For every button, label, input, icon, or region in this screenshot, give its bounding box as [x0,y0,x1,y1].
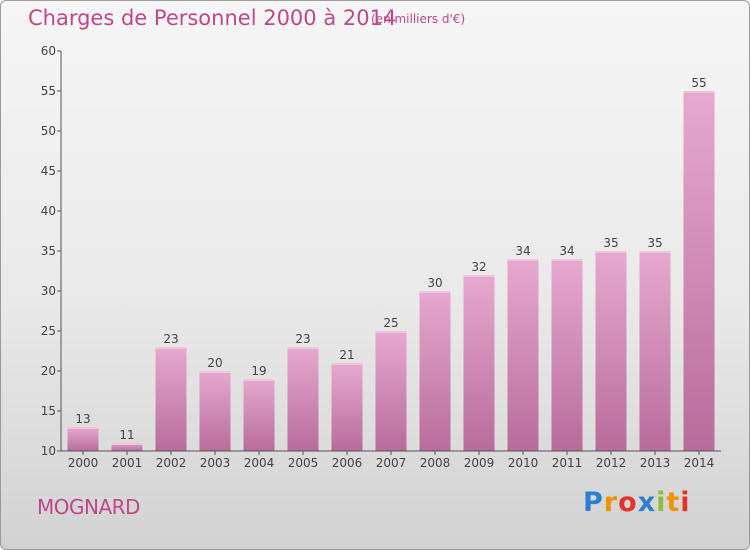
x-tick-label: 2011 [552,456,583,470]
logo-letter: i [680,487,691,518]
y-tick-label: 15 [41,404,56,418]
x-tick-label: 2006 [332,456,363,470]
y-tick-label: 50 [41,124,56,138]
x-tick-label: 2013 [640,456,671,470]
bar [551,259,583,451]
y-tick-label: 60 [41,44,56,58]
bar [419,291,451,451]
bar-top-edge [507,259,539,261]
data-label: 21 [339,348,354,362]
logo-letter: r [603,487,619,518]
data-label: 55 [691,76,706,90]
bar-top-edge [287,347,319,349]
bar [243,379,275,451]
x-tick-label: 2004 [244,456,275,470]
data-label: 19 [251,364,266,378]
data-label: 25 [383,316,398,330]
chart-subtitle: (en milliers d'€) [371,12,466,26]
x-tick-label: 2002 [156,456,187,470]
bar [595,251,627,451]
y-tick-label: 10 [41,444,56,458]
data-label: 23 [163,332,178,346]
y-tick-label: 45 [41,164,56,178]
data-label: 34 [515,244,530,258]
data-label: 11 [119,428,134,442]
x-tick-label: 2008 [420,456,451,470]
bar-top-edge [419,291,451,293]
chart-title: Charges de Personnel 2000 à 2014 [28,6,397,30]
bar [331,363,363,451]
x-tick-label: 2009 [464,456,495,470]
x-tick-label: 2005 [288,456,319,470]
bar [375,331,407,451]
y-tick-label: 35 [41,244,56,258]
bar [155,347,187,451]
data-label: 34 [559,244,574,258]
logo-letter: o [618,487,638,518]
data-label: 13 [75,412,90,426]
proxiti-logo[interactable]: Proxiti [583,487,691,518]
bar-top-edge [463,275,495,277]
y-tick-label: 40 [41,204,56,218]
x-tick-label: 2001 [112,456,143,470]
bar [111,443,143,451]
x-tick-label: 2000 [68,456,99,470]
data-label: 30 [427,276,442,290]
logo-letter: x [637,487,657,518]
bar-top-edge [331,363,363,365]
bar [639,251,671,451]
y-tick-label: 20 [41,364,56,378]
bar-top-edge [595,251,627,253]
logo-letter: i [656,487,667,518]
x-tick-label: 2014 [684,456,715,470]
commune-name: MOGNARD [37,495,140,519]
bar-top-edge [155,347,187,349]
y-tick-label: 25 [41,324,56,338]
bar-top-edge [551,259,583,261]
bar-top-edge [67,427,99,429]
bar-top-edge [639,251,671,253]
y-tick-label: 30 [41,284,56,298]
x-tick-label: 2010 [508,456,539,470]
bar-top-edge [199,371,231,373]
data-label: 32 [471,260,486,274]
bar-top-edge [243,379,275,381]
logo-letter: P [583,487,604,518]
bar [683,91,715,451]
bar [199,371,231,451]
bar-top-edge [111,443,143,445]
bar-top-edge [375,331,407,333]
data-label: 20 [207,356,222,370]
x-tick-label: 2007 [376,456,407,470]
data-label: 35 [647,236,662,250]
x-tick-label: 2003 [200,456,231,470]
data-label: 35 [603,236,618,250]
bar [463,275,495,451]
logo-letter: t [666,487,681,518]
bar [287,347,319,451]
data-label: 23 [295,332,310,346]
bar [67,427,99,451]
x-tick-label: 2012 [596,456,627,470]
bar [507,259,539,451]
bar-top-edge [683,91,715,93]
y-tick-label: 55 [41,84,56,98]
